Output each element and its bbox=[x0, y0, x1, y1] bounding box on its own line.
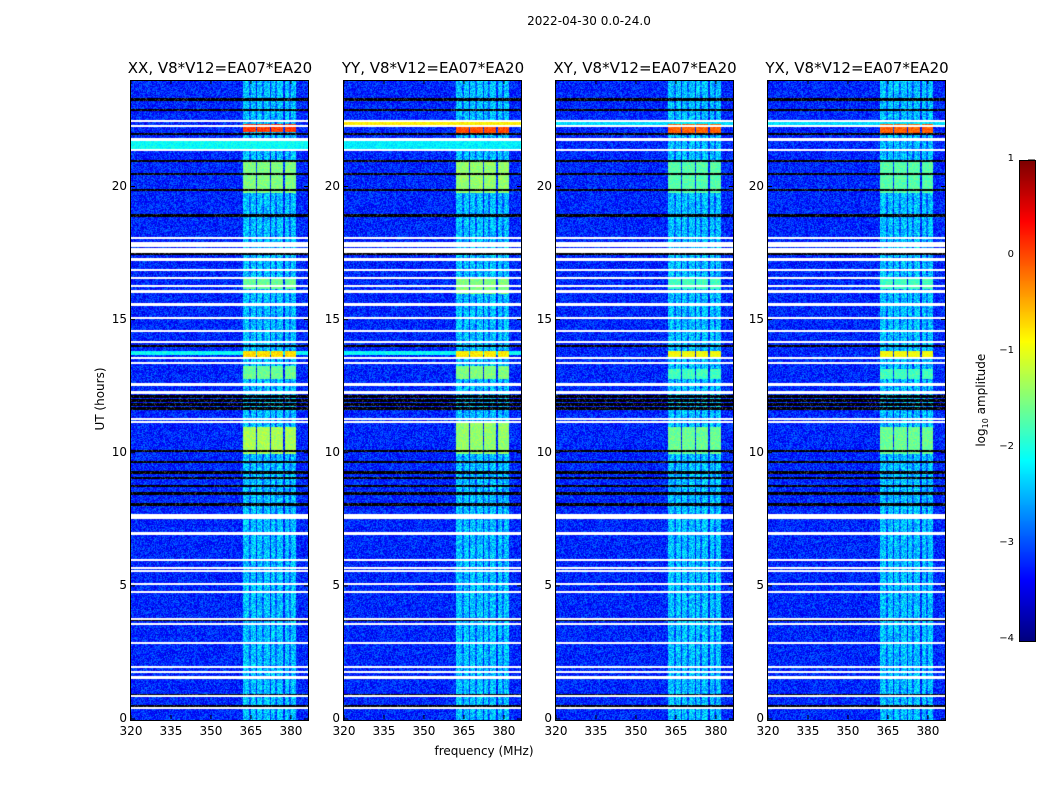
panel-title-yx: YX, V8*V12=EA07*EA20 bbox=[765, 59, 949, 77]
colorbar-label: log10 amplitude bbox=[974, 340, 990, 460]
x-tick-label: 350 bbox=[199, 724, 223, 738]
panel-title-xx: XX, V8*V12=EA07*EA20 bbox=[127, 59, 313, 77]
colorbar-tick-label: 1 bbox=[1007, 153, 1014, 164]
x-tick-label: 335 bbox=[796, 724, 820, 738]
x-tick-label: 320 bbox=[756, 724, 780, 738]
x-tick-label: 350 bbox=[836, 724, 860, 738]
x-tick-label: 365 bbox=[876, 724, 900, 738]
x-tick-label: 320 bbox=[544, 724, 568, 738]
y-tick-label: 15 bbox=[111, 311, 127, 326]
x-tick-label: 380 bbox=[492, 724, 516, 738]
colorbar-gradient bbox=[1020, 161, 1035, 641]
colorbar-tick-label: −3 bbox=[999, 537, 1014, 548]
x-tick-label: 350 bbox=[624, 724, 648, 738]
x-axis-label: frequency (MHz) bbox=[434, 744, 534, 758]
y-tick-label: 20 bbox=[536, 178, 552, 193]
panel-title-yy: YY, V8*V12=EA07*EA20 bbox=[341, 59, 525, 77]
colorbar-tick-label: 0 bbox=[1007, 249, 1014, 260]
x-tick-label: 350 bbox=[412, 724, 436, 738]
colorbar-label-rest: amplitude bbox=[973, 353, 988, 419]
y-tick-label: 0 bbox=[544, 711, 552, 725]
colorbar-label-log: log bbox=[973, 428, 988, 447]
y-tick-label: 15 bbox=[748, 311, 764, 326]
heatmap-panel-xx bbox=[130, 80, 309, 721]
x-tick-label: 380 bbox=[916, 724, 940, 738]
y-tick-label: 20 bbox=[748, 178, 764, 193]
x-tick-label: 335 bbox=[159, 724, 183, 738]
heatmap-panel-yx bbox=[767, 80, 946, 721]
heatmap-xx bbox=[131, 81, 308, 720]
x-tick-label: 320 bbox=[332, 724, 356, 738]
x-tick-label: 365 bbox=[239, 724, 263, 738]
y-tick-label: 5 bbox=[332, 577, 340, 592]
heatmap-panel-xy bbox=[555, 80, 734, 721]
y-tick-label: 15 bbox=[324, 311, 340, 326]
y-tick-label: 0 bbox=[756, 711, 764, 725]
x-tick-label: 365 bbox=[664, 724, 688, 738]
y-tick-label: 10 bbox=[536, 444, 552, 459]
colorbar-label-sub: 10 bbox=[981, 418, 991, 429]
heatmap-yx bbox=[768, 81, 945, 720]
y-tick-label: 20 bbox=[111, 178, 127, 193]
y-tick-label: 15 bbox=[536, 311, 552, 326]
y-tick-label: 10 bbox=[111, 444, 127, 459]
y-tick-label: 0 bbox=[332, 711, 340, 725]
colorbar-tick-label: −2 bbox=[999, 441, 1014, 452]
y-tick-label: 20 bbox=[324, 178, 340, 193]
y-axis-label: UT (hours) bbox=[93, 367, 107, 431]
x-tick-label: 335 bbox=[372, 724, 396, 738]
panel-title-xy: XY, V8*V12=EA07*EA20 bbox=[553, 59, 737, 77]
colorbar-tick-label: −1 bbox=[999, 345, 1014, 356]
y-tick-label: 10 bbox=[324, 444, 340, 459]
x-tick-label: 380 bbox=[704, 724, 728, 738]
y-tick-label: 0 bbox=[119, 711, 127, 725]
y-tick-label: 5 bbox=[756, 577, 764, 592]
x-tick-label: 335 bbox=[584, 724, 608, 738]
x-tick-label: 320 bbox=[119, 724, 143, 738]
colorbar bbox=[1019, 160, 1036, 642]
heatmap-yy bbox=[344, 81, 521, 720]
heatmap-xy bbox=[556, 81, 733, 720]
y-tick-label: 5 bbox=[119, 577, 127, 592]
x-tick-label: 380 bbox=[279, 724, 303, 738]
x-tick-label: 365 bbox=[452, 724, 476, 738]
y-tick-label: 5 bbox=[544, 577, 552, 592]
figure-suptitle: 2022-04-30 0.0-24.0 bbox=[527, 14, 651, 28]
colorbar-tick-label: −4 bbox=[999, 633, 1014, 644]
heatmap-panel-yy bbox=[343, 80, 522, 721]
y-tick-label: 10 bbox=[748, 444, 764, 459]
